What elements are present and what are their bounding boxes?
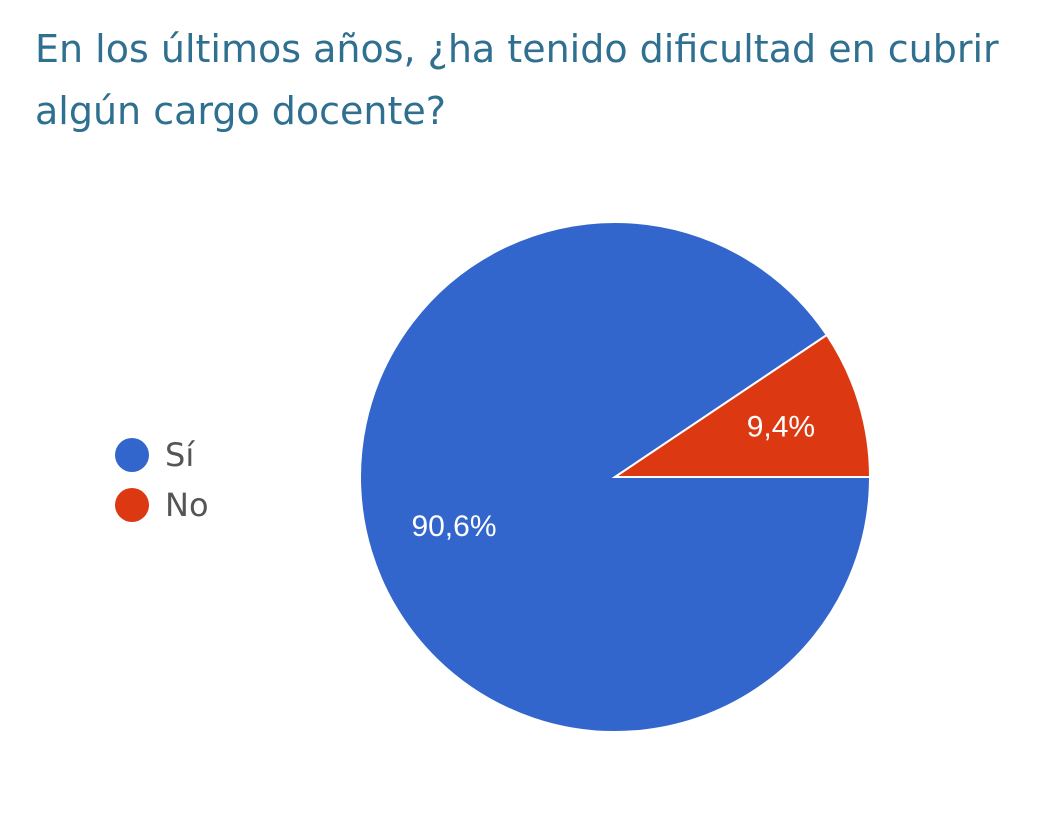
legend-swatch-si bbox=[115, 438, 149, 472]
legend-label-si: Sí bbox=[165, 436, 195, 474]
slice-label-no: 9,4% bbox=[747, 411, 815, 444]
legend-label-no: No bbox=[165, 486, 209, 524]
legend-swatch-no bbox=[115, 488, 149, 522]
legend-item-si[interactable]: Sí bbox=[115, 430, 209, 480]
chart-title: En los últimos años, ¿ha tenido dificult… bbox=[35, 27, 999, 133]
legend: Sí No bbox=[115, 430, 209, 530]
legend-item-no[interactable]: No bbox=[115, 480, 209, 530]
pie-slice-no[interactable] bbox=[611, 333, 872, 478]
slice-label-si: 90,6% bbox=[411, 510, 496, 543]
